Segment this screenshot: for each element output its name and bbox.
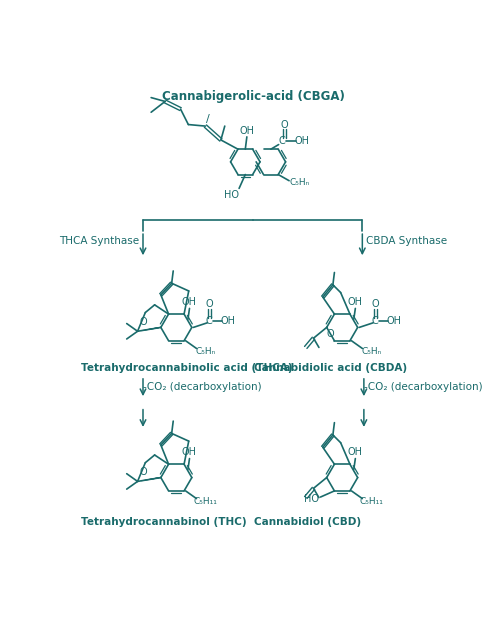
Text: C₅H₁₁: C₅H₁₁ xyxy=(194,497,218,506)
Text: C: C xyxy=(279,136,285,147)
Text: CBDA Synthase: CBDA Synthase xyxy=(366,236,447,246)
Text: O: O xyxy=(140,467,147,477)
Text: Tetrahydrocannabinolic acid (THCA): Tetrahydrocannabinolic acid (THCA) xyxy=(81,363,293,373)
Text: O: O xyxy=(140,317,147,327)
Text: OH: OH xyxy=(239,126,254,136)
Text: Cannabidiolic acid (CBDA): Cannabidiolic acid (CBDA) xyxy=(254,363,407,373)
Text: Tetrahydrocannabinol (THC): Tetrahydrocannabinol (THC) xyxy=(81,517,246,527)
Text: OH: OH xyxy=(348,448,363,457)
Text: C: C xyxy=(206,316,212,326)
Text: HO: HO xyxy=(224,190,239,199)
Text: OH: OH xyxy=(348,297,363,307)
Text: O: O xyxy=(327,329,334,339)
Text: -CO₂ (decarboxylation): -CO₂ (decarboxylation) xyxy=(364,383,483,392)
Text: OH: OH xyxy=(387,316,402,326)
Text: C₅Hₙ: C₅Hₙ xyxy=(361,347,382,356)
Text: O: O xyxy=(280,120,288,129)
Text: O: O xyxy=(372,299,379,309)
Text: THCA Synthase: THCA Synthase xyxy=(59,236,139,246)
Text: C: C xyxy=(371,316,378,326)
Text: HO: HO xyxy=(304,494,318,503)
Text: -CO₂ (decarboxylation): -CO₂ (decarboxylation) xyxy=(143,383,262,392)
Text: Cannabigerolic-acid (CBGA): Cannabigerolic-acid (CBGA) xyxy=(162,90,345,103)
Text: O: O xyxy=(206,299,213,309)
Text: C₅H₁₁: C₅H₁₁ xyxy=(360,497,384,506)
Text: OH: OH xyxy=(221,316,236,326)
Text: C₅Hₙ: C₅Hₙ xyxy=(196,347,216,356)
Text: Cannabidiol (CBD): Cannabidiol (CBD) xyxy=(254,517,361,527)
Text: C₅Hₙ: C₅Hₙ xyxy=(290,177,310,186)
Text: OH: OH xyxy=(182,297,197,307)
Text: OH: OH xyxy=(182,448,197,457)
Text: /: / xyxy=(206,114,210,124)
Text: OH: OH xyxy=(294,136,310,147)
